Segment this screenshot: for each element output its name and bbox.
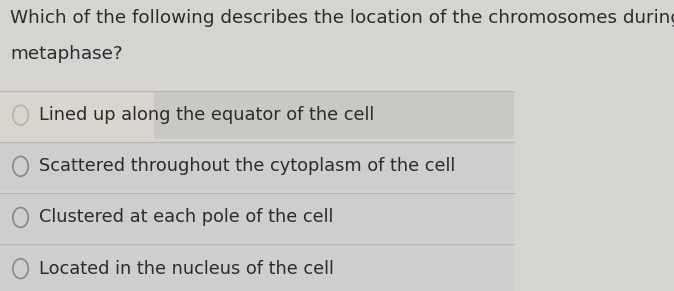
FancyBboxPatch shape [0,244,514,291]
Text: metaphase?: metaphase? [10,45,123,63]
FancyBboxPatch shape [0,193,514,242]
FancyBboxPatch shape [0,142,514,191]
Text: Located in the nucleus of the cell: Located in the nucleus of the cell [38,260,334,278]
FancyBboxPatch shape [0,91,514,139]
Text: Clustered at each pole of the cell: Clustered at each pole of the cell [38,208,333,226]
Text: Lined up along the equator of the cell: Lined up along the equator of the cell [38,106,374,124]
Text: Which of the following describes the location of the chromosomes during: Which of the following describes the loc… [10,8,674,26]
FancyBboxPatch shape [0,91,154,139]
Text: Scattered throughout the cytoplasm of the cell: Scattered throughout the cytoplasm of th… [38,157,455,175]
